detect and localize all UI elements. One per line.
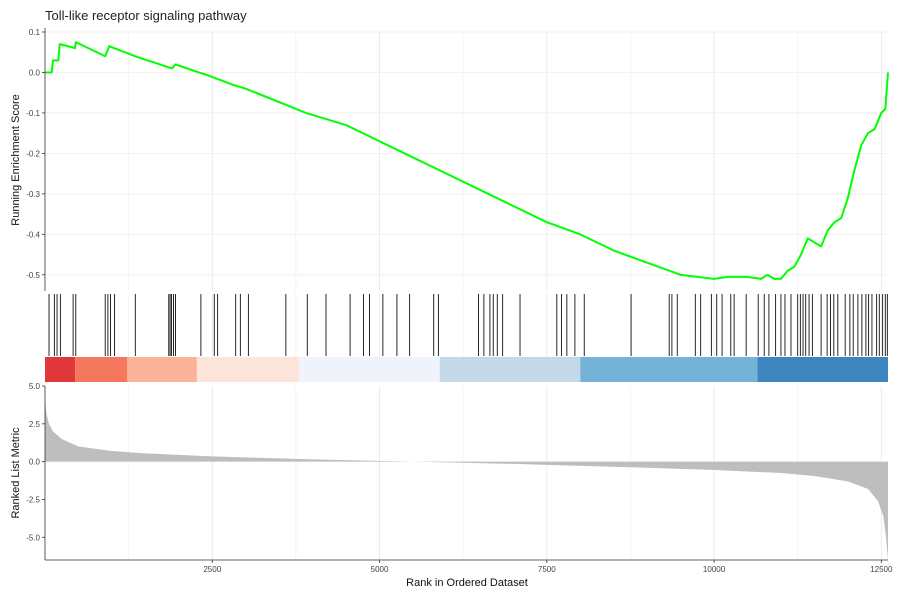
gene-hit-ticks [48, 294, 888, 356]
y-tick-label-score: -0.5 [26, 271, 40, 280]
ranked-metric-fill [45, 398, 888, 560]
running-score-line [45, 41, 889, 280]
running-score-line [45, 41, 889, 280]
y-tick-label-score: 0.0 [29, 68, 41, 77]
ranked-metric-area [45, 398, 888, 560]
y-tick-label-metric: 5.0 [29, 382, 41, 391]
x-axis-label: Rank in Ordered Dataset [406, 577, 528, 589]
gridlines [45, 31, 888, 560]
y-tick-label-score: -0.1 [26, 109, 40, 118]
y-tick-label-metric: -5.0 [26, 533, 40, 542]
y-tick-label-metric: -2.5 [26, 495, 40, 504]
chart-title: Toll-like receptor signaling pathway [45, 8, 247, 23]
rank-heatmap [45, 357, 888, 382]
heatmap-block [757, 357, 888, 382]
heatmap-block [580, 357, 758, 382]
y-tick-label-score: 0.1 [29, 28, 41, 37]
y-axis-label-metric: Ranked List Metric [10, 427, 22, 519]
y-axis-label-score: Running Enrichment Score [10, 94, 22, 225]
x-tick-label: 2500 [203, 565, 221, 574]
y-tick-label-score: -0.2 [26, 149, 40, 158]
heatmap-block [45, 357, 76, 382]
tick-labels: 0.1 0.0 -0.1 -0.2 -0.3 -0.4 -0.5 5.0 2.5 0.0 -2.5 -… [26, 28, 893, 574]
y-tick-label-metric: 2.5 [29, 420, 41, 429]
y-tick-label-score: -0.3 [26, 190, 40, 199]
x-tick-label: 7500 [538, 565, 556, 574]
heatmap-block [299, 357, 440, 382]
heatmap-block [127, 357, 197, 382]
y-tick-label-score: -0.4 [26, 230, 40, 239]
heatmap-block [196, 357, 300, 382]
y-tick-label-metric: 0.0 [29, 458, 41, 467]
x-tick-label: 5000 [371, 565, 389, 574]
heatmap-block [75, 357, 128, 382]
heatmap-block [439, 357, 581, 382]
x-tick-label: 12500 [870, 565, 893, 574]
axes [44, 28, 888, 561]
x-tick-label: 10000 [703, 565, 726, 574]
